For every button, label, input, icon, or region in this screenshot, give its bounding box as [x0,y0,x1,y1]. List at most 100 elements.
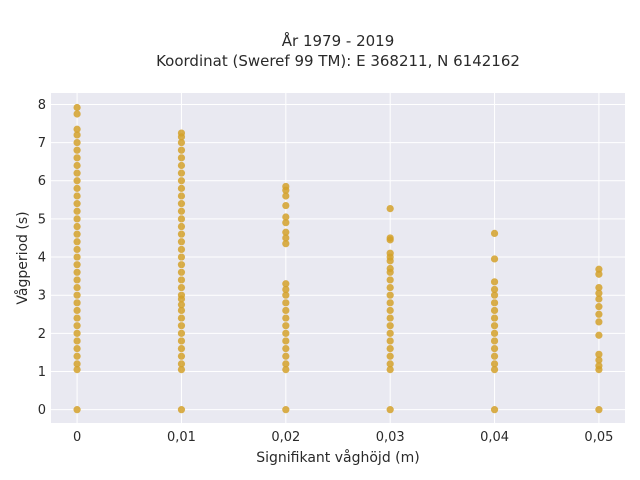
data-point [386,291,394,299]
data-point [386,264,394,273]
data-point [177,283,186,292]
y-tick-label: 4 [38,251,46,266]
x-axis-title: Signifikant våghöjd (m) [256,449,419,466]
data-point [73,169,81,177]
data-point [595,265,603,273]
x-tick-label: 0,04 [480,430,509,445]
data-point [73,283,81,292]
data-point [177,215,186,223]
data-point [595,356,603,364]
data-point [177,322,186,330]
data-point [282,280,290,288]
data-point [282,299,290,307]
data-point [282,201,290,210]
data-point [490,322,499,330]
data-point [73,215,81,223]
data-point [595,270,603,278]
data-point [595,295,603,303]
data-point [386,314,394,322]
data-point [73,192,81,200]
data-point [282,213,290,221]
data-point [73,268,81,276]
x-tick-labels: 0 0,01 0,02 0,03 0,04 0,05 [73,430,613,445]
data-point [490,337,499,345]
data-point [386,249,394,257]
data-point [73,299,81,307]
data-point [177,161,186,170]
data-point [177,169,186,177]
y-tick-label: 8 [38,98,46,113]
data-point [595,362,603,370]
data-point [282,182,290,191]
data-point [282,240,290,248]
data-point [386,204,394,213]
data-point [177,337,186,345]
chart-title-line-2: Koordinat (Sweref 99 TM): E 368211, N 61… [156,52,520,70]
data-point [177,261,186,269]
data-point [73,222,81,231]
data-point [282,314,290,322]
data-point [282,192,290,200]
data-point [177,207,186,215]
data-point [282,406,290,414]
data-point [490,345,499,353]
data-point [386,345,394,353]
data-point [73,291,81,299]
data-point [177,245,186,254]
data-point [73,352,81,360]
data-point [73,306,81,315]
data-point [73,154,81,162]
y-tick-label: 2 [38,327,46,342]
data-point [177,360,186,368]
data-point [177,200,186,208]
data-point [282,228,290,236]
data-point [73,245,81,254]
data-point [177,222,186,231]
data-point [490,365,499,374]
data-point [595,283,603,292]
data-point [73,345,81,353]
data-point [177,184,186,192]
data-point [177,365,186,374]
data-point [73,161,81,170]
data-point [177,314,186,322]
data-point [73,177,81,185]
data-point [386,365,394,374]
data-point [73,200,81,208]
data-point [177,301,186,309]
data-point [177,177,186,185]
data-point [490,299,499,307]
data-point [490,291,499,299]
x-tick-label: 0 [73,430,81,445]
y-tick-labels: 0 1 2 3 4 5 6 7 8 [38,98,46,418]
data-point [73,322,81,330]
data-point [386,329,394,337]
data-point [282,329,290,337]
x-tick-label: 0,02 [271,430,300,445]
data-point [177,154,186,162]
data-point [386,406,394,414]
data-point [282,285,290,294]
data-point [282,306,290,315]
y-axis-title: Vågperiod (s) [14,211,31,304]
data-point [73,276,81,284]
chart-title-line-1: År 1979 - 2019 [282,31,395,50]
data-point [73,406,81,414]
data-point [73,230,81,238]
data-point [73,329,81,337]
data-point [386,322,394,330]
data-point [386,276,394,284]
data-point [177,276,186,284]
data-point [386,234,394,242]
y-tick-label: 5 [38,212,46,227]
data-point [73,207,81,215]
data-point [177,146,186,154]
x-tick-label: 0,05 [584,430,613,445]
data-points [73,103,603,414]
data-point [490,278,499,286]
data-point [73,238,81,246]
data-point [177,129,186,137]
data-point [73,261,81,269]
data-point [490,352,499,360]
data-point [73,314,81,322]
